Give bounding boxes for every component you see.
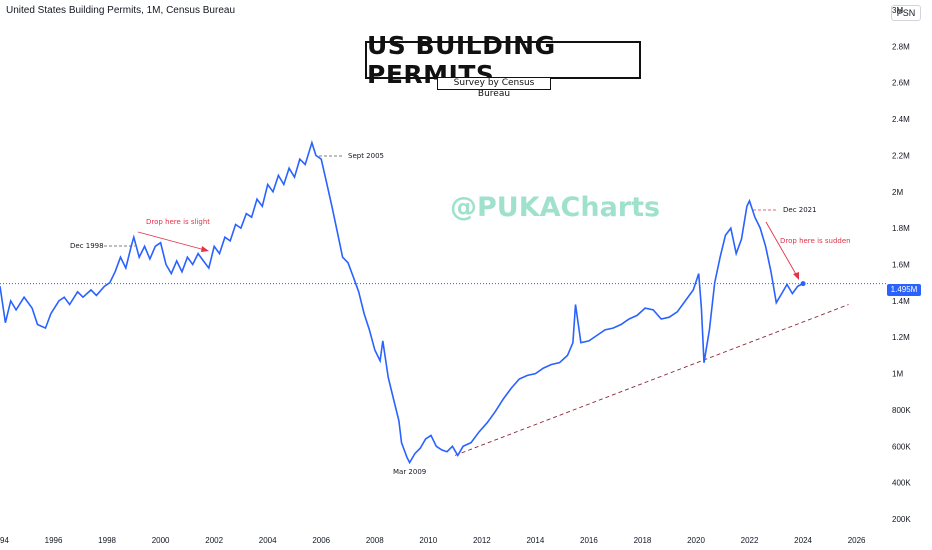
y-tick-label: 2M [892,188,903,197]
x-tick-label: 2014 [526,536,544,545]
x-tick-label: 2004 [259,536,277,545]
drop-slight-arrowhead [201,246,209,252]
last-point-marker [800,281,806,287]
y-tick-label: 1.6M [892,261,910,270]
scale-button[interactable]: PSN [891,5,921,21]
annotation-drop-slight: Drop here is slight [146,218,211,226]
annotation-dec1998: Dec 1998 [70,242,104,250]
drop-sudden-arrow [765,221,798,277]
x-tick-label: 2024 [794,536,812,545]
y-tick-label: 1.2M [892,333,910,342]
annotation-mar2009: Mar 2009 [393,468,427,476]
x-tick-label: 1998 [98,536,116,545]
watermark: @PUKACharts [450,192,661,223]
symbol-header: United States Building Permits, 1M, Cens… [6,5,235,16]
series-line [0,140,804,465]
drop-sudden-arrowhead [793,272,799,280]
y-tick-label: 600K [892,442,911,451]
x-axis-ticks: 1994 1996 1998 2000 2002 2004 2006 2008 2010 2012… [0,536,866,545]
x-tick-label: 2000 [152,536,170,545]
x-tick-label: 2008 [366,536,384,545]
x-tick-label: 2022 [741,536,759,545]
drop-slight-arrow [137,231,206,251]
x-tick-label: 1996 [45,536,63,545]
chart-title-box: US BUILDING PERMITS [365,31,641,89]
y-tick-label: 400K [892,479,911,488]
x-tick-label: 2006 [312,536,330,545]
x-tick-label: 2016 [580,536,598,545]
x-tick-label: 2018 [634,536,652,545]
trendline [454,304,849,456]
x-tick-label: 1994 [0,536,9,545]
y-tick-label: 1.4M [892,297,910,306]
x-tick-label: 2026 [848,536,866,545]
x-tick-label: 2002 [205,536,223,545]
y-tick-label: 200K [892,515,911,524]
y-tick-label: 800K [892,406,911,415]
y-tick-label: 2.6M [892,79,910,88]
annotation-sept2005: Sept 2005 [348,152,384,160]
current-value-badge: 1.495M [887,284,921,296]
y-tick-label: 2.2M [892,151,910,160]
y-tick-label: 1M [892,370,903,379]
y-tick-label: 2.4M [892,115,910,124]
chart-subtitle: Survey by Census Bureau [437,77,551,99]
y-tick-label: 2.8M [892,42,910,51]
chart-title: US BUILDING PERMITS [367,31,556,89]
annotation-dec2021: Dec 2021 [783,206,817,214]
y-axis-ticks: 200K 400K 600K 800K 1M 1.2M 1.4M 1.6M 1.8M 2M 2.2M… [892,6,911,524]
y-tick-label: 3M [892,6,903,15]
x-tick-label: 2020 [687,536,705,545]
annotation-drop-sudden: Drop here is sudden [780,237,851,245]
x-tick-label: 2010 [419,536,437,545]
x-tick-label: 2012 [473,536,491,545]
y-tick-label: 1.8M [892,224,910,233]
